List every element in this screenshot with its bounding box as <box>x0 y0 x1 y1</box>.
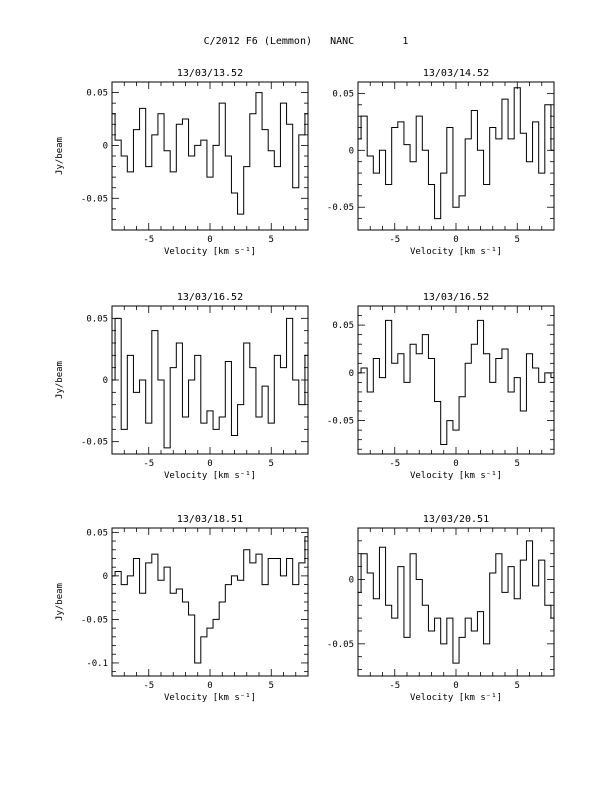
y-tick-label: -0.05 <box>327 203 354 213</box>
y-axis-label: Jy/beam <box>55 583 65 621</box>
plot-frame <box>357 81 555 231</box>
spectrum-line <box>358 540 554 664</box>
x-tick-label: 5 <box>269 235 274 245</box>
y-tick-label: 0 <box>349 575 354 585</box>
x-tick-label: -5 <box>389 681 400 691</box>
spectrum-line <box>112 317 308 449</box>
spectrum-line <box>358 87 554 220</box>
y-tick-label: 0.05 <box>86 314 108 324</box>
plot-frame <box>357 305 555 455</box>
x-tick-label: 5 <box>515 235 520 245</box>
x-axis-label: Velocity [km s⁻¹] <box>164 693 256 703</box>
x-tick-label: 5 <box>269 459 274 469</box>
x-tick-label: 5 <box>515 681 520 691</box>
panel-title: 13/03/16.52 <box>177 292 243 303</box>
x-axis-label: Velocity [km s⁻¹] <box>410 247 502 257</box>
spectrum-line <box>112 536 308 664</box>
y-tick-label: -0.05 <box>81 615 108 625</box>
spectrum-line <box>358 319 554 445</box>
x-tick-label: -5 <box>389 235 400 245</box>
x-tick-label: 0 <box>207 459 212 469</box>
panel-title: 13/03/14.52 <box>423 68 489 79</box>
plot-frame <box>111 81 309 231</box>
x-tick-label: -5 <box>389 459 400 469</box>
y-tick-label: -0.05 <box>327 640 354 650</box>
plot-frame <box>111 527 309 677</box>
y-tick-label: 0 <box>103 572 108 582</box>
x-tick-label: -5 <box>143 459 154 469</box>
spectrum-panel-5: 13/03/18.51 -5 0 5 0.05 0 -0.05 -0.1 Velocity [k… <box>55 514 309 703</box>
y-axis-label: Jy/beam <box>55 137 65 175</box>
spectrum-line <box>112 92 308 215</box>
panel-title: 13/03/13.52 <box>177 68 243 79</box>
x-tick-label: 0 <box>207 681 212 691</box>
y-tick-label: 0 <box>103 376 108 386</box>
object-name: C/2012 F6 (Lemmon) <box>203 36 312 47</box>
spectrum-panel-1: 13/03/13.52 -5 0 5 0.05 0 -0.05 Velocity [km s⁻… <box>55 68 309 257</box>
x-tick-label: 5 <box>515 459 520 469</box>
spectrum-panel-6: 13/03/20.51 -5 0 5 0 -0.05 Velocity [km s⁻¹] <box>327 514 555 703</box>
y-tick-label: 0.05 <box>332 89 354 99</box>
spectrum-panel-2: 13/03/14.52 -5 0 5 0.05 0 -0.05 Velocity [km s⁻… <box>327 68 555 257</box>
x-tick-label: 0 <box>453 235 458 245</box>
x-tick-label: -5 <box>143 235 154 245</box>
y-tick-label: -0.1 <box>86 659 108 669</box>
x-axis-label: Velocity [km s⁻¹] <box>164 471 256 481</box>
panel-title: 13/03/20.51 <box>423 514 489 525</box>
y-tick-label: 0.05 <box>86 89 108 99</box>
y-tick-label: 0 <box>103 141 108 151</box>
y-tick-label: -0.05 <box>81 194 108 204</box>
page-header: C/2012 F6 (Lemmon) NANC 1 <box>0 36 612 47</box>
plot-frame <box>357 527 555 677</box>
x-tick-label: 0 <box>453 681 458 691</box>
molecule-name: NANC <box>330 36 355 47</box>
y-tick-label: 0.05 <box>332 321 354 331</box>
x-axis-label: Velocity [km s⁻¹] <box>164 247 256 257</box>
y-tick-label: 0 <box>349 369 354 379</box>
panel-title: 13/03/18.51 <box>177 514 243 525</box>
y-tick-label: 0.05 <box>86 528 108 538</box>
page-number: 1 <box>402 36 409 47</box>
spectrum-panel-4: 13/03/16.52 -5 0 5 0.05 0 -0.05 Velocity [km s⁻… <box>327 292 555 481</box>
y-tick-label: -0.05 <box>81 438 108 448</box>
x-tick-label: -5 <box>143 681 154 691</box>
x-tick-label: 5 <box>269 681 274 691</box>
x-tick-label: 0 <box>453 459 458 469</box>
x-axis-label: Velocity [km s⁻¹] <box>410 693 502 703</box>
y-tick-label: -0.05 <box>327 417 354 427</box>
spectrum-panel-3: 13/03/16.52 -5 0 5 0.05 0 -0.05 Velocity [km s⁻… <box>55 292 309 481</box>
panel-title: 13/03/16.52 <box>423 292 489 303</box>
x-axis-label: Velocity [km s⁻¹] <box>410 471 502 481</box>
y-tick-label: 0 <box>349 146 354 156</box>
y-axis-label: Jy/beam <box>55 361 65 399</box>
x-tick-label: 0 <box>207 235 212 245</box>
